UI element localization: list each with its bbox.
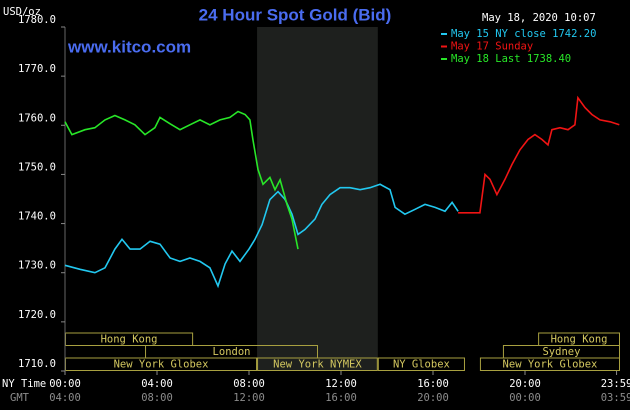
price-line bbox=[458, 95, 620, 214]
legend-label: May 15 NY close 1742.20 bbox=[451, 28, 596, 40]
x2-axis-label: GMT bbox=[10, 392, 30, 404]
y-tick-label: 1750.0 bbox=[18, 161, 56, 173]
session-box bbox=[377, 357, 465, 371]
x-tick-label: 00:00 bbox=[49, 378, 81, 390]
y-tick-label: 1780.0 bbox=[18, 14, 56, 26]
y-tick-label: 1710.0 bbox=[18, 358, 56, 370]
x-tick-label: 23:59 bbox=[601, 378, 630, 390]
session-label: Hong Kong bbox=[101, 334, 158, 346]
x-tick-label: 12:00 bbox=[325, 378, 357, 390]
x2-tick-label: 00:00 bbox=[509, 392, 541, 404]
site-url: www.kitco.com bbox=[67, 37, 191, 56]
session-box bbox=[257, 357, 378, 371]
x2-tick-label: 16:00 bbox=[325, 392, 357, 404]
price-line bbox=[64, 110, 299, 250]
session-label: Hong Kong bbox=[551, 334, 608, 346]
x-tick-label: 20:00 bbox=[509, 378, 541, 390]
session-label: New York Globex bbox=[114, 359, 209, 371]
y-tick-label: 1760.0 bbox=[18, 112, 56, 124]
session-label: New York NYMEX bbox=[273, 359, 362, 371]
session-label: New York Globex bbox=[503, 359, 598, 371]
timestamp: May 18, 2020 10:07 bbox=[482, 12, 596, 24]
session-label: Sydney bbox=[542, 346, 580, 358]
y-axis-unit: USD/oz bbox=[3, 6, 41, 18]
session-box bbox=[479, 357, 621, 371]
x-tick-label: 08:00 bbox=[233, 378, 265, 390]
y-tick-label: 1770.0 bbox=[18, 63, 56, 75]
session-label: London bbox=[213, 346, 251, 358]
x2-tick-label: 03:59 bbox=[601, 392, 630, 404]
x2-tick-label: 20:00 bbox=[417, 392, 449, 404]
y-tick-label: 1740.0 bbox=[18, 211, 56, 223]
x-tick-label: 16:00 bbox=[417, 378, 449, 390]
legend-label: May 17 Sunday bbox=[451, 41, 533, 53]
chart-title: 24 Hour Spot Gold (Bid) bbox=[199, 5, 392, 24]
x2-tick-label: 08:00 bbox=[141, 392, 173, 404]
y-tick-label: 1720.0 bbox=[18, 309, 56, 321]
y-tick-label: 1730.0 bbox=[18, 260, 56, 272]
x-axis-label: NY Time bbox=[2, 378, 46, 390]
legend-label: May 18 Last 1738.40 bbox=[451, 53, 571, 65]
x-tick-label: 04:00 bbox=[141, 378, 173, 390]
price-line bbox=[64, 183, 459, 289]
session-shade bbox=[257, 27, 378, 371]
x2-tick-label: 12:00 bbox=[233, 392, 265, 404]
x2-tick-label: 04:00 bbox=[49, 392, 81, 404]
session-label: NY Globex bbox=[393, 359, 450, 371]
